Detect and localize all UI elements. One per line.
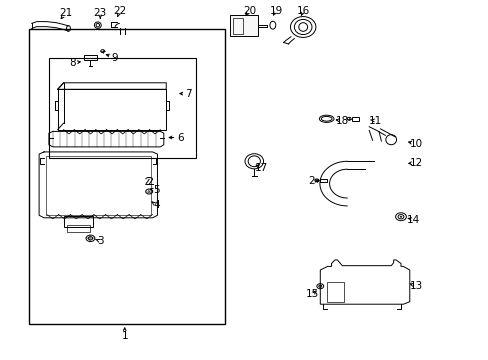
Bar bbox=[326, 282, 343, 302]
Bar bbox=[49, 58, 195, 158]
Text: 13: 13 bbox=[409, 281, 423, 291]
Text: 11: 11 bbox=[368, 116, 382, 126]
Text: 20: 20 bbox=[243, 6, 255, 16]
Bar bbox=[46, 156, 150, 215]
Text: 3: 3 bbox=[97, 236, 103, 246]
Text: 9: 9 bbox=[111, 53, 118, 63]
Text: 7: 7 bbox=[184, 89, 191, 99]
Text: 17: 17 bbox=[254, 163, 268, 174]
Bar bbox=[232, 18, 242, 34]
Bar bbox=[84, 55, 97, 60]
Text: 10: 10 bbox=[409, 139, 422, 149]
Text: 23: 23 bbox=[93, 8, 107, 18]
Bar bbox=[351, 117, 359, 121]
Text: 18: 18 bbox=[335, 116, 348, 126]
Text: 19: 19 bbox=[269, 6, 283, 16]
Text: 8: 8 bbox=[69, 58, 76, 68]
Bar bbox=[320, 179, 326, 182]
Text: 22: 22 bbox=[113, 6, 126, 16]
Text: 6: 6 bbox=[177, 132, 184, 143]
Bar bbox=[63, 216, 93, 227]
Text: 15: 15 bbox=[305, 289, 318, 300]
Bar bbox=[229, 15, 258, 36]
Text: 2: 2 bbox=[308, 176, 315, 186]
Bar bbox=[29, 29, 224, 324]
Bar bbox=[66, 225, 90, 232]
Text: 1: 1 bbox=[121, 330, 128, 341]
Text: 21: 21 bbox=[59, 8, 73, 18]
Text: 14: 14 bbox=[406, 215, 419, 225]
Text: 4: 4 bbox=[153, 200, 160, 210]
Text: 16: 16 bbox=[296, 6, 309, 16]
Ellipse shape bbox=[399, 216, 401, 217]
Text: 5: 5 bbox=[153, 185, 160, 195]
Text: 12: 12 bbox=[409, 158, 423, 168]
